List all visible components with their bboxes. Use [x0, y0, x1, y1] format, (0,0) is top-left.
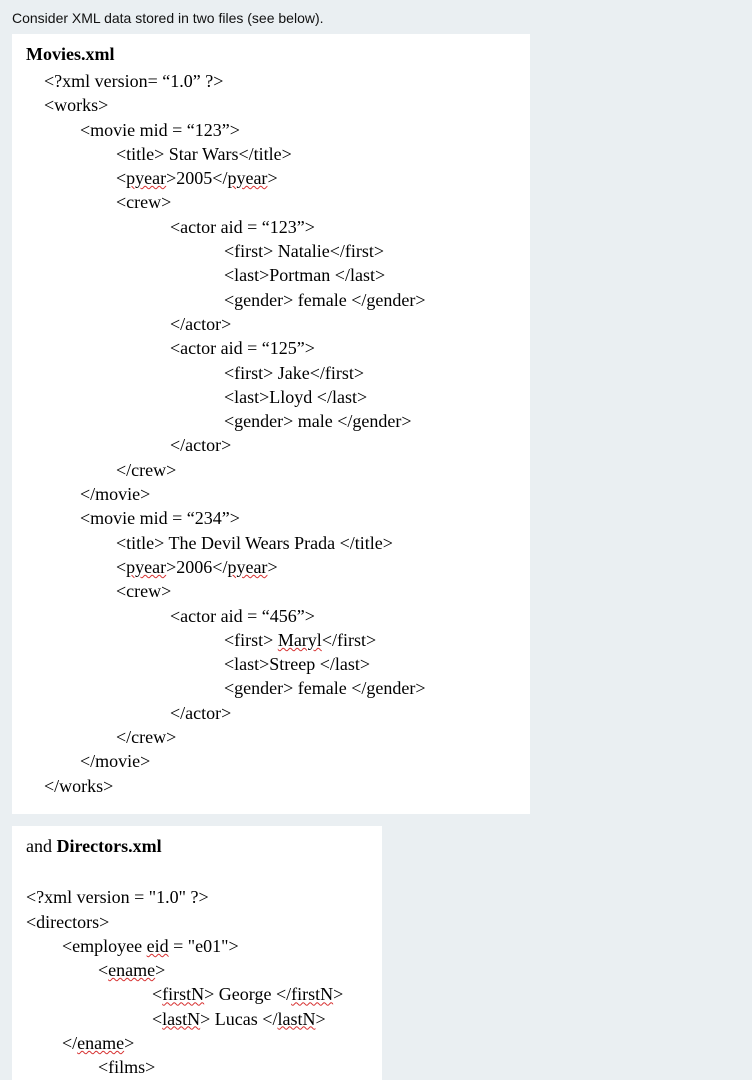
- movies-xml-filename: Movies.xml: [26, 44, 516, 65]
- intro-text: Consider XML data stored in two files (s…: [0, 0, 752, 34]
- movies-xml-panel: Movies.xml <?xml version= “1.0” ?> <work…: [12, 34, 530, 814]
- movies-xml-code: <?xml version= “1.0” ?> <works> <movie m…: [26, 69, 516, 798]
- directors-xml-code: <?xml version = "1.0" ?> <directors> <em…: [26, 861, 368, 1080]
- directors-xml-header: and Directors.xml: [26, 836, 368, 857]
- directors-xml-panel: and Directors.xml <?xml version = "1.0" …: [12, 826, 382, 1080]
- and-label: and: [26, 836, 57, 856]
- directors-xml-filename: Directors.xml: [57, 836, 162, 856]
